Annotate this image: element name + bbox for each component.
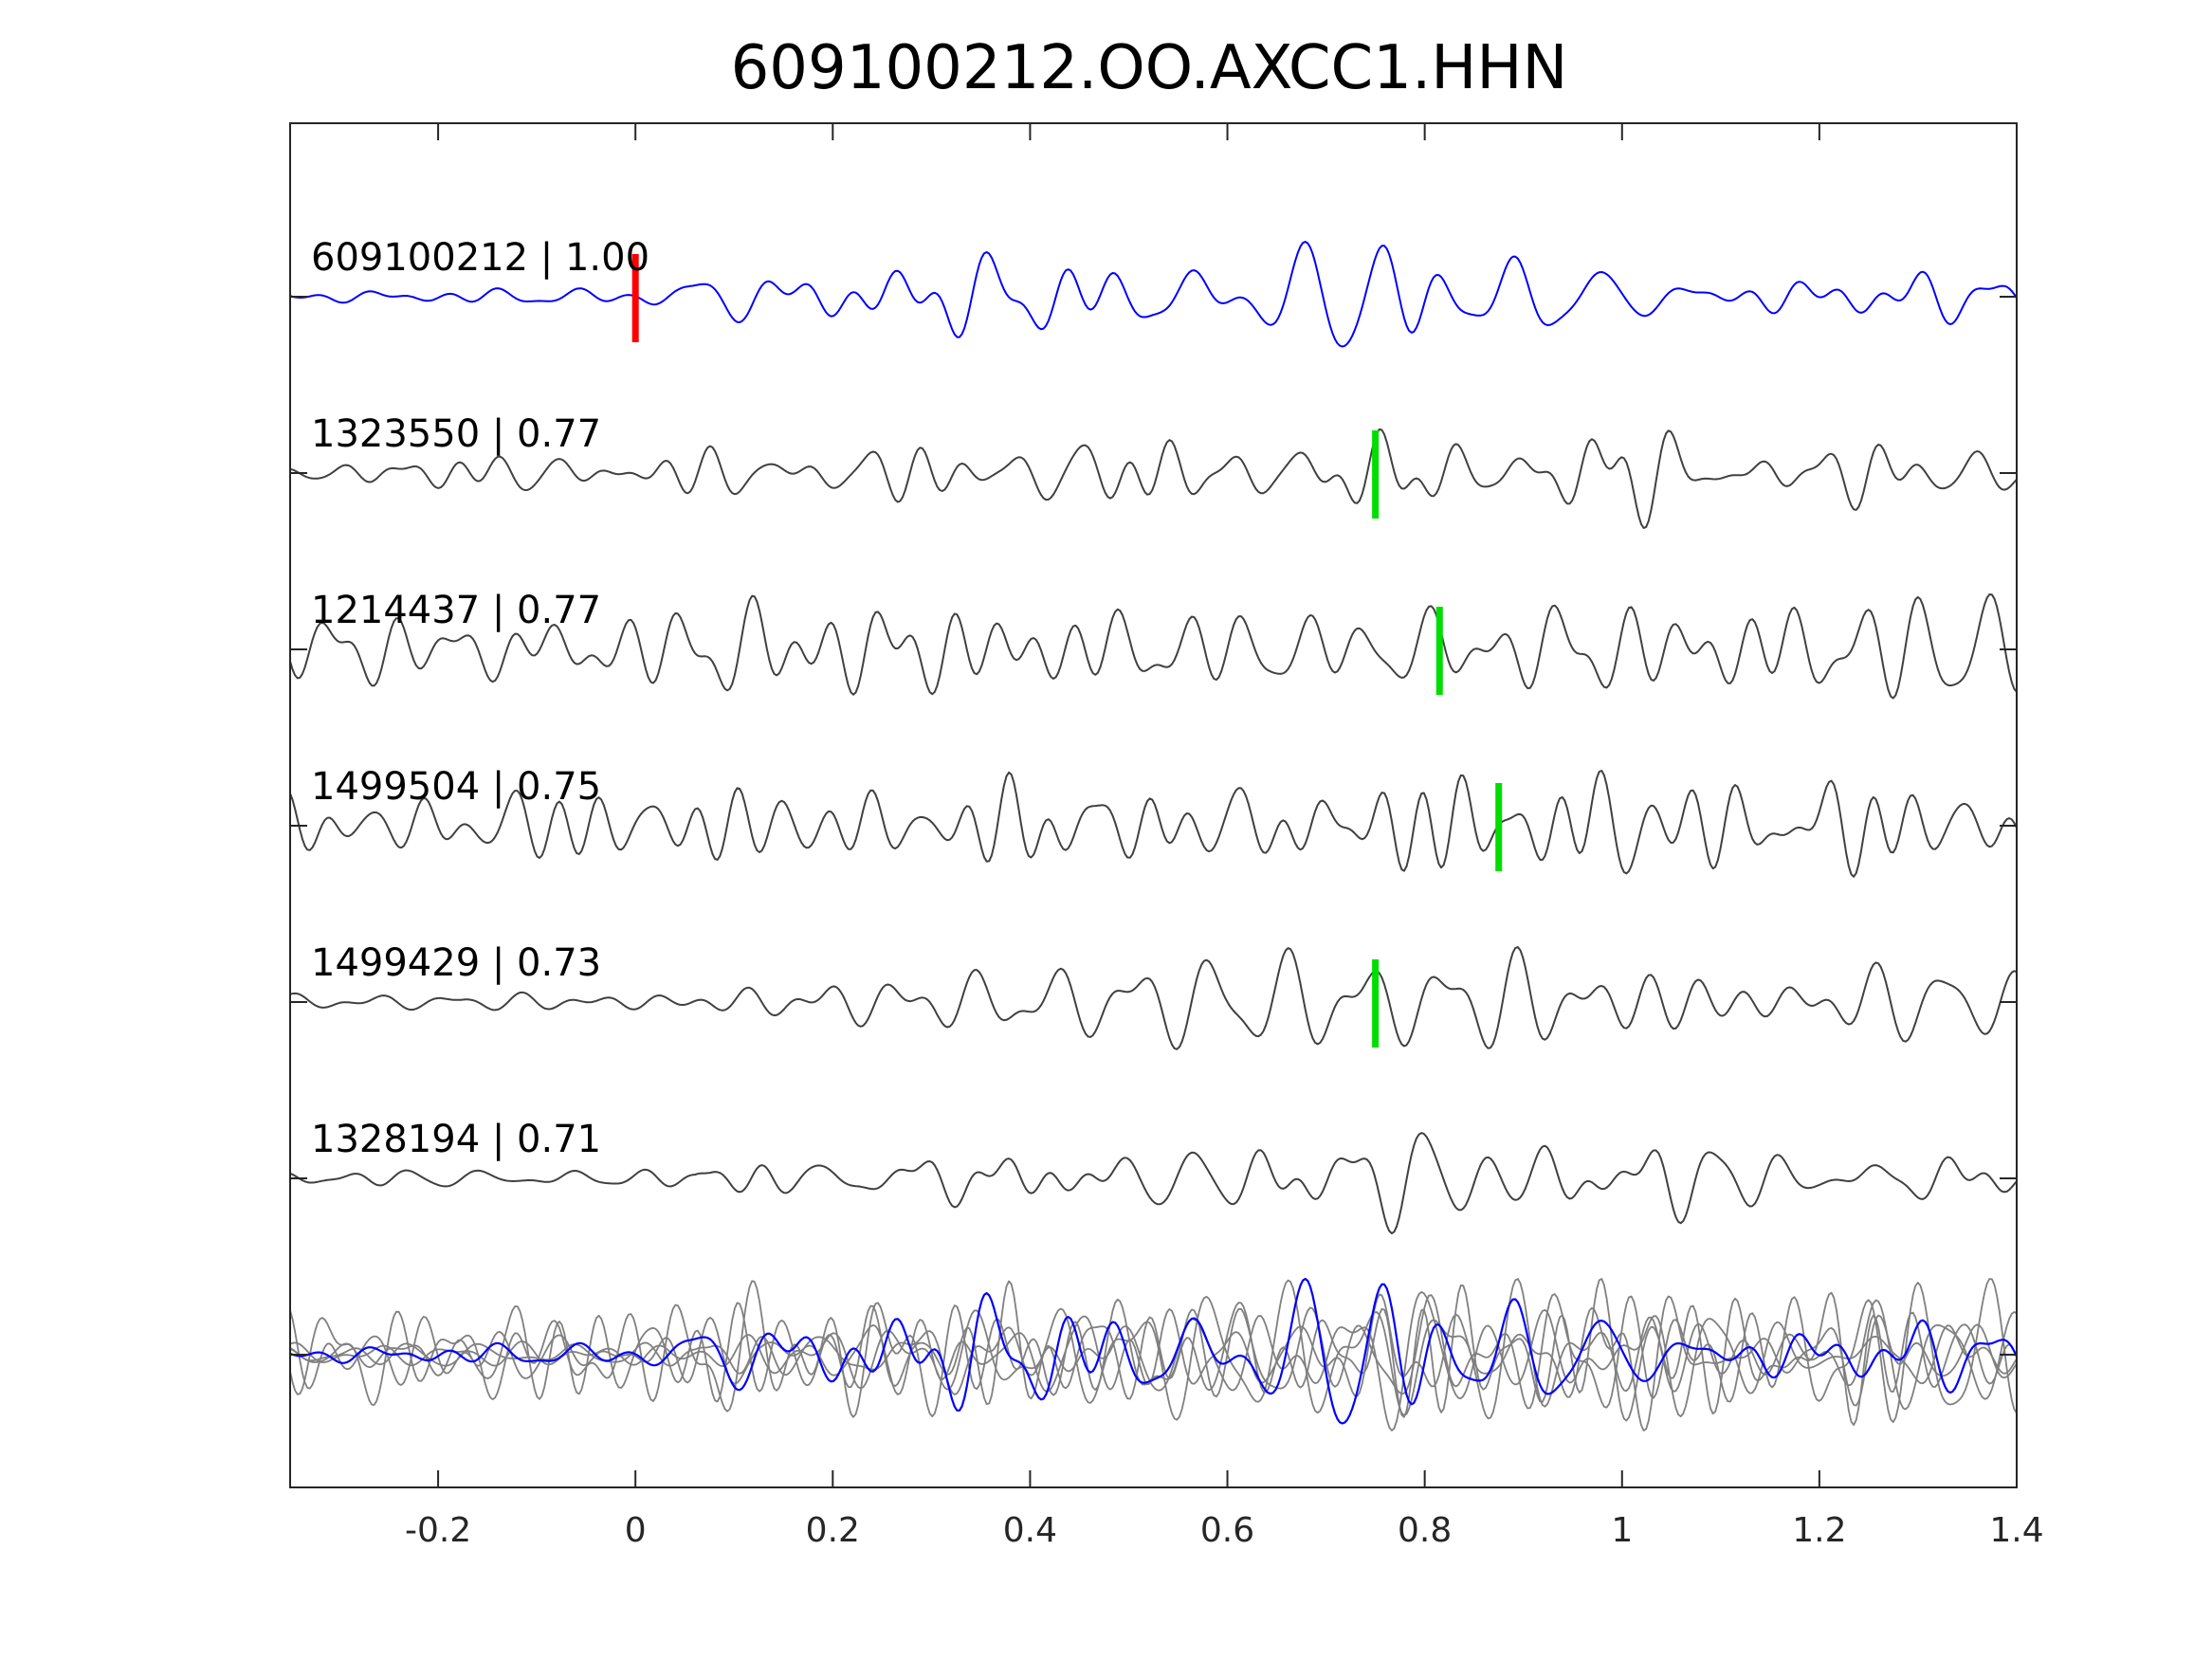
trace-label-1328194: 1328194 | 0.71 bbox=[311, 1118, 601, 1161]
x-tick-label: 1.4 bbox=[1989, 1511, 2043, 1550]
trace-label-1214437: 1214437 | 0.77 bbox=[311, 589, 601, 632]
x-axis-ticks: -0.2 0 0.2 0.4 0.6 0.8 1 1.2 1.4 bbox=[405, 123, 2044, 1550]
overlay-trace-1328194 bbox=[289, 1291, 2018, 1431]
x-tick-label: -0.2 bbox=[405, 1511, 471, 1550]
x-tick-label: 1 bbox=[1611, 1511, 1633, 1550]
waveform-trace-609100212 bbox=[289, 241, 2018, 348]
waveform-trace-1499504 bbox=[289, 770, 2018, 878]
trace-label-1323550: 1323550 | 0.77 bbox=[311, 412, 601, 456]
axes-box bbox=[289, 122, 2018, 1488]
trace-label-1499504: 1499504 | 0.75 bbox=[311, 765, 601, 809]
overlay-trace-1323550 bbox=[289, 1293, 2018, 1431]
trace-label-609100212: 609100212 | 1.00 bbox=[311, 236, 649, 280]
x-tick-label: 1.2 bbox=[1792, 1511, 1846, 1550]
waveform-trace-1499429 bbox=[289, 946, 2018, 1050]
labels-layer: 609100212 | 1.00 1323550 | 0.77 1214437 | … bbox=[311, 236, 649, 1161]
trace-label-1499429: 1499429 | 0.73 bbox=[311, 941, 601, 985]
waveform-trace-1328194 bbox=[289, 1132, 2018, 1234]
chart-title: 609100212.OO.AXCC1.HHN bbox=[731, 33, 1568, 103]
traces-layer bbox=[289, 241, 2018, 1234]
waveform-trace-1214437 bbox=[289, 593, 2018, 700]
waveform-trace-1323550 bbox=[289, 428, 2018, 529]
picks-layer bbox=[631, 254, 1503, 1048]
overlay-trace-1499504 bbox=[289, 1278, 2018, 1427]
overlay-trace-1214437 bbox=[289, 1278, 2018, 1423]
x-tick-label: 0.8 bbox=[1398, 1511, 1452, 1550]
overlay-trace-609100212 bbox=[289, 1277, 2018, 1425]
x-tick-label: 0.4 bbox=[1003, 1511, 1057, 1550]
y-axis-ticks bbox=[290, 296, 2017, 1356]
x-tick-label: 0.2 bbox=[806, 1511, 860, 1550]
overlay-layer bbox=[289, 1277, 2018, 1431]
x-tick-label: 0 bbox=[625, 1511, 647, 1550]
x-tick-label: 0.6 bbox=[1200, 1511, 1254, 1550]
overlay-trace-1499429 bbox=[289, 1278, 2018, 1421]
